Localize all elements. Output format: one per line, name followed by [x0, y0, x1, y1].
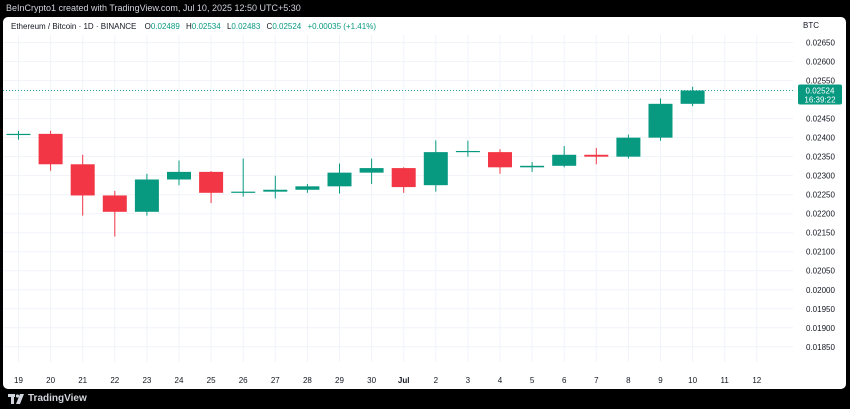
- open-value: 0.02489: [150, 22, 180, 31]
- symbol-name: Ethereum / Bitcoin · 1D · BINANCE: [11, 22, 137, 31]
- open-label: O: [144, 22, 151, 31]
- y-tick-label: 0.01850: [806, 343, 835, 352]
- candle-body: [584, 154, 609, 157]
- y-tick-label: 0.02350: [806, 153, 835, 162]
- candle-body: [38, 133, 63, 165]
- change-value: +0.00035 (+1.41%): [307, 22, 376, 31]
- candle-body: [616, 137, 641, 157]
- x-tick-label: 29: [335, 376, 344, 385]
- candle-body: [134, 179, 159, 212]
- x-tick-label: 21: [78, 376, 87, 385]
- x-tick-label: 20: [46, 376, 55, 385]
- y-tick-label: 0.01900: [806, 324, 835, 333]
- x-tick-label: 3: [466, 376, 471, 385]
- high-label: H: [186, 22, 192, 31]
- tradingview-brand: TradingView: [28, 393, 87, 404]
- candle-body: [295, 186, 320, 190]
- y-tick-label: 0.02200: [806, 210, 835, 219]
- candle-body: [552, 154, 577, 166]
- x-tick-label: 22: [110, 376, 119, 385]
- x-tick-label: 25: [207, 376, 216, 385]
- x-tick-label: 5: [530, 376, 535, 385]
- x-tick-label: 27: [271, 376, 280, 385]
- y-tick-label: 0.02150: [806, 229, 835, 238]
- x-tick-label: 28: [303, 376, 312, 385]
- candle-body: [455, 150, 480, 153]
- close-label: C: [266, 22, 273, 31]
- x-tick-label: 2: [434, 376, 439, 385]
- footer-bar: TradingView: [0, 389, 850, 409]
- x-tick-label: 6: [562, 376, 567, 385]
- candle-body: [423, 152, 448, 186]
- candle-body: [680, 90, 705, 104]
- low-label: L: [226, 22, 232, 31]
- x-tick-label: 23: [142, 376, 151, 385]
- x-tick-label: 7: [594, 376, 599, 385]
- y-tick-label: 0.02000: [806, 286, 835, 295]
- y-tick-label: 0.02050: [806, 267, 835, 276]
- candle-body: [6, 133, 31, 136]
- y-tick-label: 0.02100: [806, 248, 835, 257]
- last-price-value: 0.02524: [806, 87, 835, 96]
- attribution-text: BeInCrypto1 created with TradingView.com…: [6, 3, 301, 13]
- low-value: 0.02483: [231, 22, 261, 31]
- high-value: 0.02534: [191, 22, 221, 31]
- y-tick-label: 0.02400: [806, 134, 835, 143]
- candle-body: [102, 195, 127, 212]
- candle-body: [359, 168, 384, 173]
- x-tick-label: 19: [14, 376, 23, 385]
- x-tick-label: 26: [239, 376, 248, 385]
- candlestick-chart[interactable]: 0.01850 0.01900 0.01950 0.02000 0.02050 0.021…: [3, 17, 846, 389]
- y-tick-label: 0.02450: [806, 115, 835, 124]
- last-price-badge: [798, 84, 842, 105]
- candle-countdown: 16:39:22: [804, 96, 836, 105]
- candle-body: [327, 172, 352, 187]
- close-value: 0.02524: [272, 22, 302, 31]
- x-tick-label: 8: [626, 376, 631, 385]
- candle-body: [391, 168, 416, 188]
- y-tick-label: 0.02650: [806, 39, 835, 48]
- candle-body: [231, 191, 256, 193]
- candle-body: [648, 103, 673, 138]
- symbol-legend: Ethereum / Bitcoin · 1D · BINANCE O0.024…: [11, 21, 380, 33]
- x-tick-label: 30: [367, 376, 376, 385]
- y-tick-label: 0.02600: [806, 58, 835, 67]
- y-tick-label: 0.02550: [806, 77, 835, 86]
- tradingview-logo-icon: [8, 394, 24, 404]
- chart-panel[interactable]: 0.01850 0.01900 0.01950 0.02000 0.02050 0.021…: [3, 17, 846, 389]
- candle-body: [488, 152, 512, 168]
- x-tick-label: 11: [721, 376, 730, 385]
- attribution-bar: BeInCrypto1 created with TradingView.com…: [0, 0, 850, 17]
- candle-body: [263, 189, 288, 192]
- x-tick-label: 9: [658, 376, 663, 385]
- candle-body: [520, 165, 545, 168]
- currency-label: BTC: [803, 21, 819, 30]
- candle-body: [167, 171, 191, 180]
- x-tick-label: 4: [498, 376, 503, 385]
- x-tick-label: Jul: [398, 376, 410, 385]
- x-tick-label: 10: [688, 376, 697, 385]
- x-tick-label: 12: [752, 376, 761, 385]
- y-tick-label: 0.02250: [806, 191, 835, 200]
- y-tick-label: 0.01950: [806, 305, 835, 314]
- candle-body: [70, 164, 95, 196]
- y-tick-label: 0.02300: [806, 172, 835, 181]
- x-tick-label: 24: [175, 376, 184, 385]
- candle-body: [199, 171, 224, 193]
